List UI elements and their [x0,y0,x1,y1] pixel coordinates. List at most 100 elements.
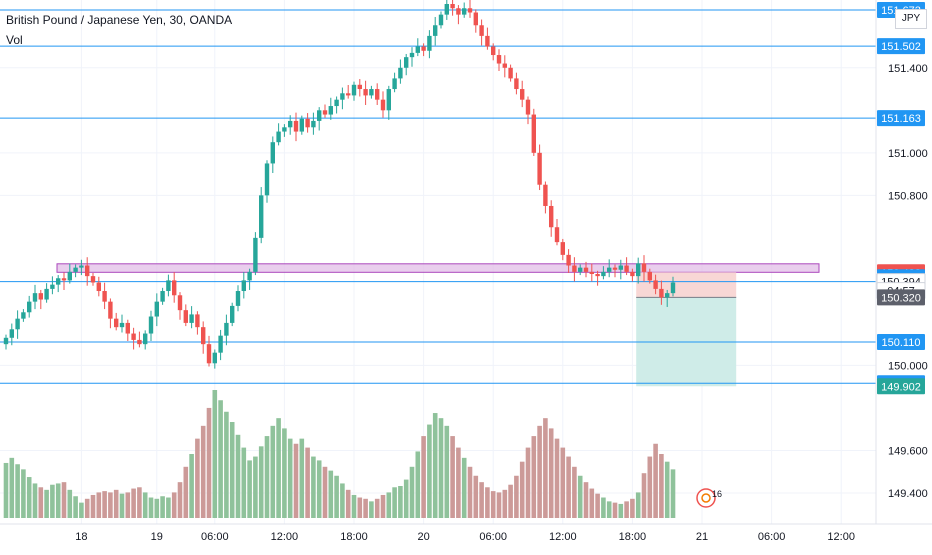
candle-body [433,25,438,36]
volume-bar [543,418,548,518]
volume-bar [218,400,223,518]
time-tick-label: 12:00 [549,531,577,543]
candle-body [450,4,455,9]
candle-body [85,265,90,277]
volume-bar [664,461,670,518]
volume-bar [108,492,113,518]
volume-bar [450,436,455,518]
time-tick-label: 19 [151,531,163,543]
candle-body [566,254,571,266]
volume-bar [334,475,339,518]
price-badge-label: 151.163 [881,113,921,125]
price-tick-label: 150.000 [888,360,928,372]
volume-bar [142,492,148,518]
volume-bar [566,456,571,518]
volume-bar [96,492,102,518]
candle-body [3,337,9,345]
candle-body [601,271,606,277]
volume-bar [26,477,32,518]
candle-body [148,316,154,334]
candle-body [73,267,78,272]
candle-body [508,67,513,79]
price-badge-label: 150.320 [881,292,921,304]
volume-bar [160,496,165,518]
candle-body [288,120,293,128]
candle-body [177,295,183,311]
candle-body [572,265,577,272]
candle-body [618,265,623,270]
volume-bar [560,447,566,518]
volume-bar [247,460,252,518]
candle-body [415,46,420,53]
volume-bar [467,466,473,518]
candle-body [502,63,507,68]
volume-bar [606,501,612,518]
candle-body [398,67,403,79]
volume-bar [79,502,84,518]
candle-body [334,99,339,107]
price-axis-bg [876,0,932,524]
candle-body [154,301,159,317]
volume-bar [409,466,415,518]
candle-body [589,271,594,275]
candle-body [56,278,61,285]
volume-bar [595,493,600,518]
volume-bar [299,438,305,518]
candle-body [206,344,212,364]
candle-body [380,99,386,111]
price-badge-label: 150.110 [882,337,921,349]
candle-body [50,284,55,289]
volume-bar [113,489,119,518]
volume-bar [525,447,531,518]
candle-body [270,142,275,164]
event-icon-inner [701,493,711,503]
volume-bar [641,473,647,518]
volume-bar [612,502,618,518]
volume-bar [119,493,125,518]
price-tick-label: 149.400 [888,488,928,500]
volume-bar [9,457,15,518]
volume-bar [374,498,380,518]
volume-bar [73,496,78,518]
candle-body [444,4,449,15]
volume-bar [166,497,171,518]
volume-bar [363,498,368,518]
time-axis: 18 19 06:00 12:00 18:00 20 06:00 12:00 18:00 21 06… [0,523,932,543]
volume-bar [438,418,444,518]
volume-bar [305,447,310,518]
currency-button[interactable]: JPY [895,9,927,29]
volume-bar [32,483,38,518]
volume-bar [572,466,577,518]
volume-bars [3,390,676,518]
volume-bar [340,483,345,518]
candle-body [259,195,264,238]
candle-body [27,301,32,313]
volume-bar [670,469,676,518]
candle-body [102,291,107,302]
time-tick-label: 12:00 [271,531,299,543]
candle-body [114,318,119,328]
candle-body [293,120,299,132]
volume-bar [125,492,131,518]
price-axis: 151.400 151.000 150.800 150.000 149.600 149.4… [875,0,932,524]
time-tick-label: 18 [75,531,87,543]
time-tick-label: 06:00 [201,531,229,543]
volume-bar [647,456,653,518]
candle-body [543,184,548,206]
volume-bar [131,488,136,518]
candle-body [166,280,171,292]
candle-body [305,118,310,128]
volume-bar [311,456,316,518]
candle-body [218,335,223,353]
candle-body [514,78,519,90]
volume-bar [3,462,9,518]
volume-bar [624,501,629,518]
candle-body [375,89,380,100]
volume-bar [148,497,154,518]
price-badge-label: 151.502 [881,41,921,53]
candle-body [351,84,357,96]
time-tick-label: 18:00 [340,531,368,543]
volume-bar [502,489,508,518]
